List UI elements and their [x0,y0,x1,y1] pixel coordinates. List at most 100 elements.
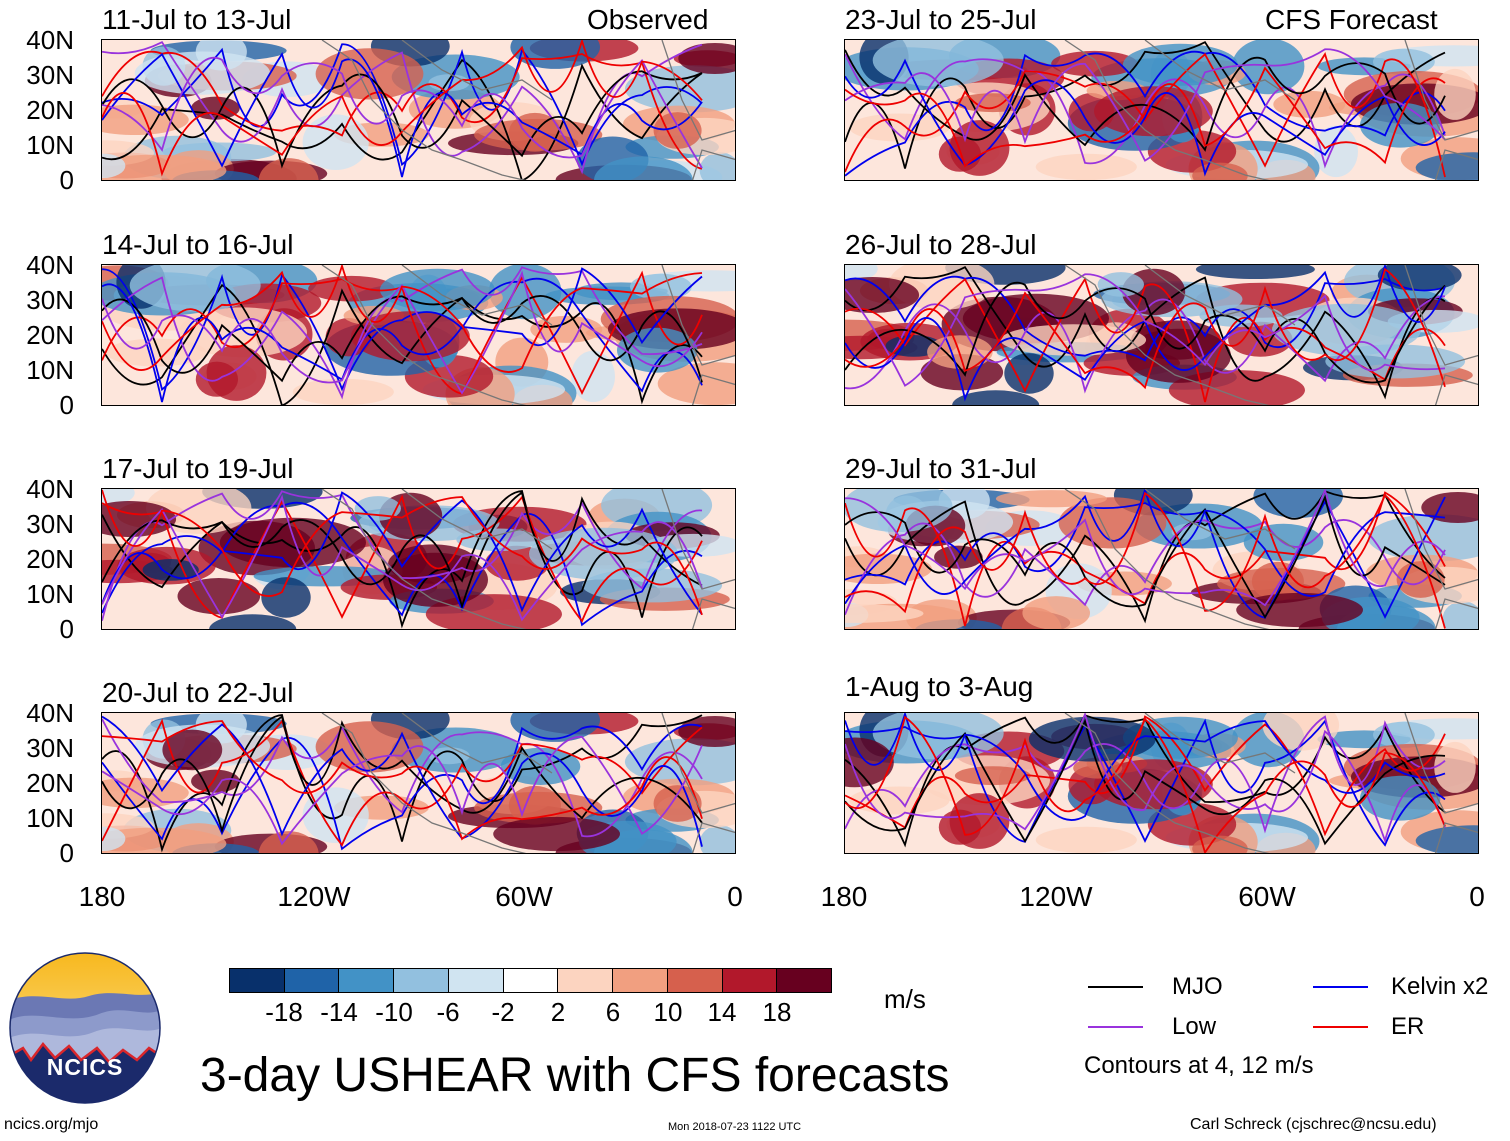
shear-field [845,489,1478,629]
shear-anomaly [872,40,1004,87]
panel-tag: Observed [587,4,709,35]
lat-label: 30N [26,733,74,763]
colorbar-swatch [284,969,340,992]
colorbar-swatch [503,969,559,992]
contour-note: Contours at 4, 12 m/s [1084,1052,1314,1079]
shear-anomaly [1035,826,1137,853]
coastline [321,489,735,629]
shear-anomaly [1367,514,1478,562]
ncics-logo: NCICS [9,952,161,1104]
lat-label: 30N [26,285,74,315]
wave-contour [102,494,703,623]
colorbar-label: 10 [653,997,683,1027]
legend-line-mjo [1088,986,1143,988]
wave-contour [102,501,703,627]
lat-label: 10N [26,579,74,609]
coastline [1064,265,1478,405]
shear-anomaly [1192,835,1248,853]
wave-contour [845,53,1446,169]
colorbar-swatch [448,969,504,992]
coastline [1064,489,1478,629]
shear-anomaly [383,552,488,607]
lat-label: 0 [59,390,74,420]
wave-contour [102,51,703,178]
panel-title: 23-Jul to 25-Jul [845,4,1037,35]
panel-tag: CFS Forecast [1265,4,1438,35]
wave-contour [102,50,703,170]
lat-label: 10N [26,803,74,833]
coastline [321,265,735,405]
wave-contour [102,489,703,616]
wave-contour [102,265,703,373]
map-panel-2 [101,264,736,406]
wave-contour [102,56,703,169]
wave-contour [845,715,1446,837]
wave-contour [102,715,703,847]
wave-contour [845,51,1446,178]
shear-anomaly [209,614,297,629]
panel-title: 26-Jul to 28-Jul [845,229,1037,260]
shear-anomaly [302,787,369,843]
colorbar-label: -18 [265,997,303,1027]
wave-contour [845,273,1446,387]
coastline [321,40,735,180]
wave-contour [845,295,1446,394]
shear-anomaly [657,362,735,405]
shear-anomaly [845,277,920,313]
shear-anomaly [630,273,692,300]
colorbar-swatch [667,969,723,992]
wave-contour [845,489,1446,605]
lat-label: 30N [26,60,74,90]
lat-label: 0 [59,838,74,868]
shear-anomaly [178,307,307,358]
shear-anomaly [493,816,620,852]
wave-contour [845,41,1446,169]
shear-anomaly [1199,304,1283,328]
lon-label: 180 [820,881,868,912]
wave-contour [102,295,703,383]
shear-anomaly [653,112,702,149]
shear-anomaly [1415,825,1478,853]
shear-anomaly [102,826,126,851]
shear-field [102,265,735,405]
wave-contour [845,490,1446,624]
shear-anomaly [699,152,735,180]
wave-contour [102,40,703,177]
shear-anomaly [678,716,735,747]
shear-anomaly [258,831,319,853]
shear-field [845,713,1478,853]
wave-contour [845,715,1446,853]
shear-anomaly [1415,152,1478,180]
shear-anomaly [102,489,135,505]
colorbar [229,968,832,993]
lat-label: 20N [26,544,74,574]
author-credit: Carl Schreck (cjschrec@ncsu.edu) [1190,1116,1437,1133]
lat-label: 0 [59,165,74,195]
wave-contour [102,284,703,405]
site-url[interactable]: ncics.org/mjo [4,1116,99,1133]
colorbar-label: -10 [375,997,413,1027]
shear-anomaly [699,825,735,853]
map-panel-5 [844,39,1479,181]
lon-label: 120W [277,881,351,912]
shear-anomaly [102,827,227,853]
lon-label: 0 [1469,881,1485,912]
colorbar-units: m/s [884,984,926,1014]
coastline [1064,40,1478,180]
shear-anomaly [1004,353,1054,394]
panel-title: 11-Jul to 13-Jul [102,4,292,35]
colorbar-label: 2 [550,997,566,1027]
colorbar-label: -6 [436,997,460,1027]
map-panel-3 [101,488,736,630]
wave-contour [102,715,703,834]
map-panel-7 [844,488,1479,630]
wave-contour [845,276,1446,403]
shear-anomaly [315,721,424,773]
wave-contour [102,490,703,622]
lon-label: 60W [495,881,553,912]
coastline [321,713,735,853]
wave-contour [102,270,703,395]
wave-contour [102,70,703,169]
lat-label: 40N [26,25,74,55]
wave-contour [845,267,1446,390]
